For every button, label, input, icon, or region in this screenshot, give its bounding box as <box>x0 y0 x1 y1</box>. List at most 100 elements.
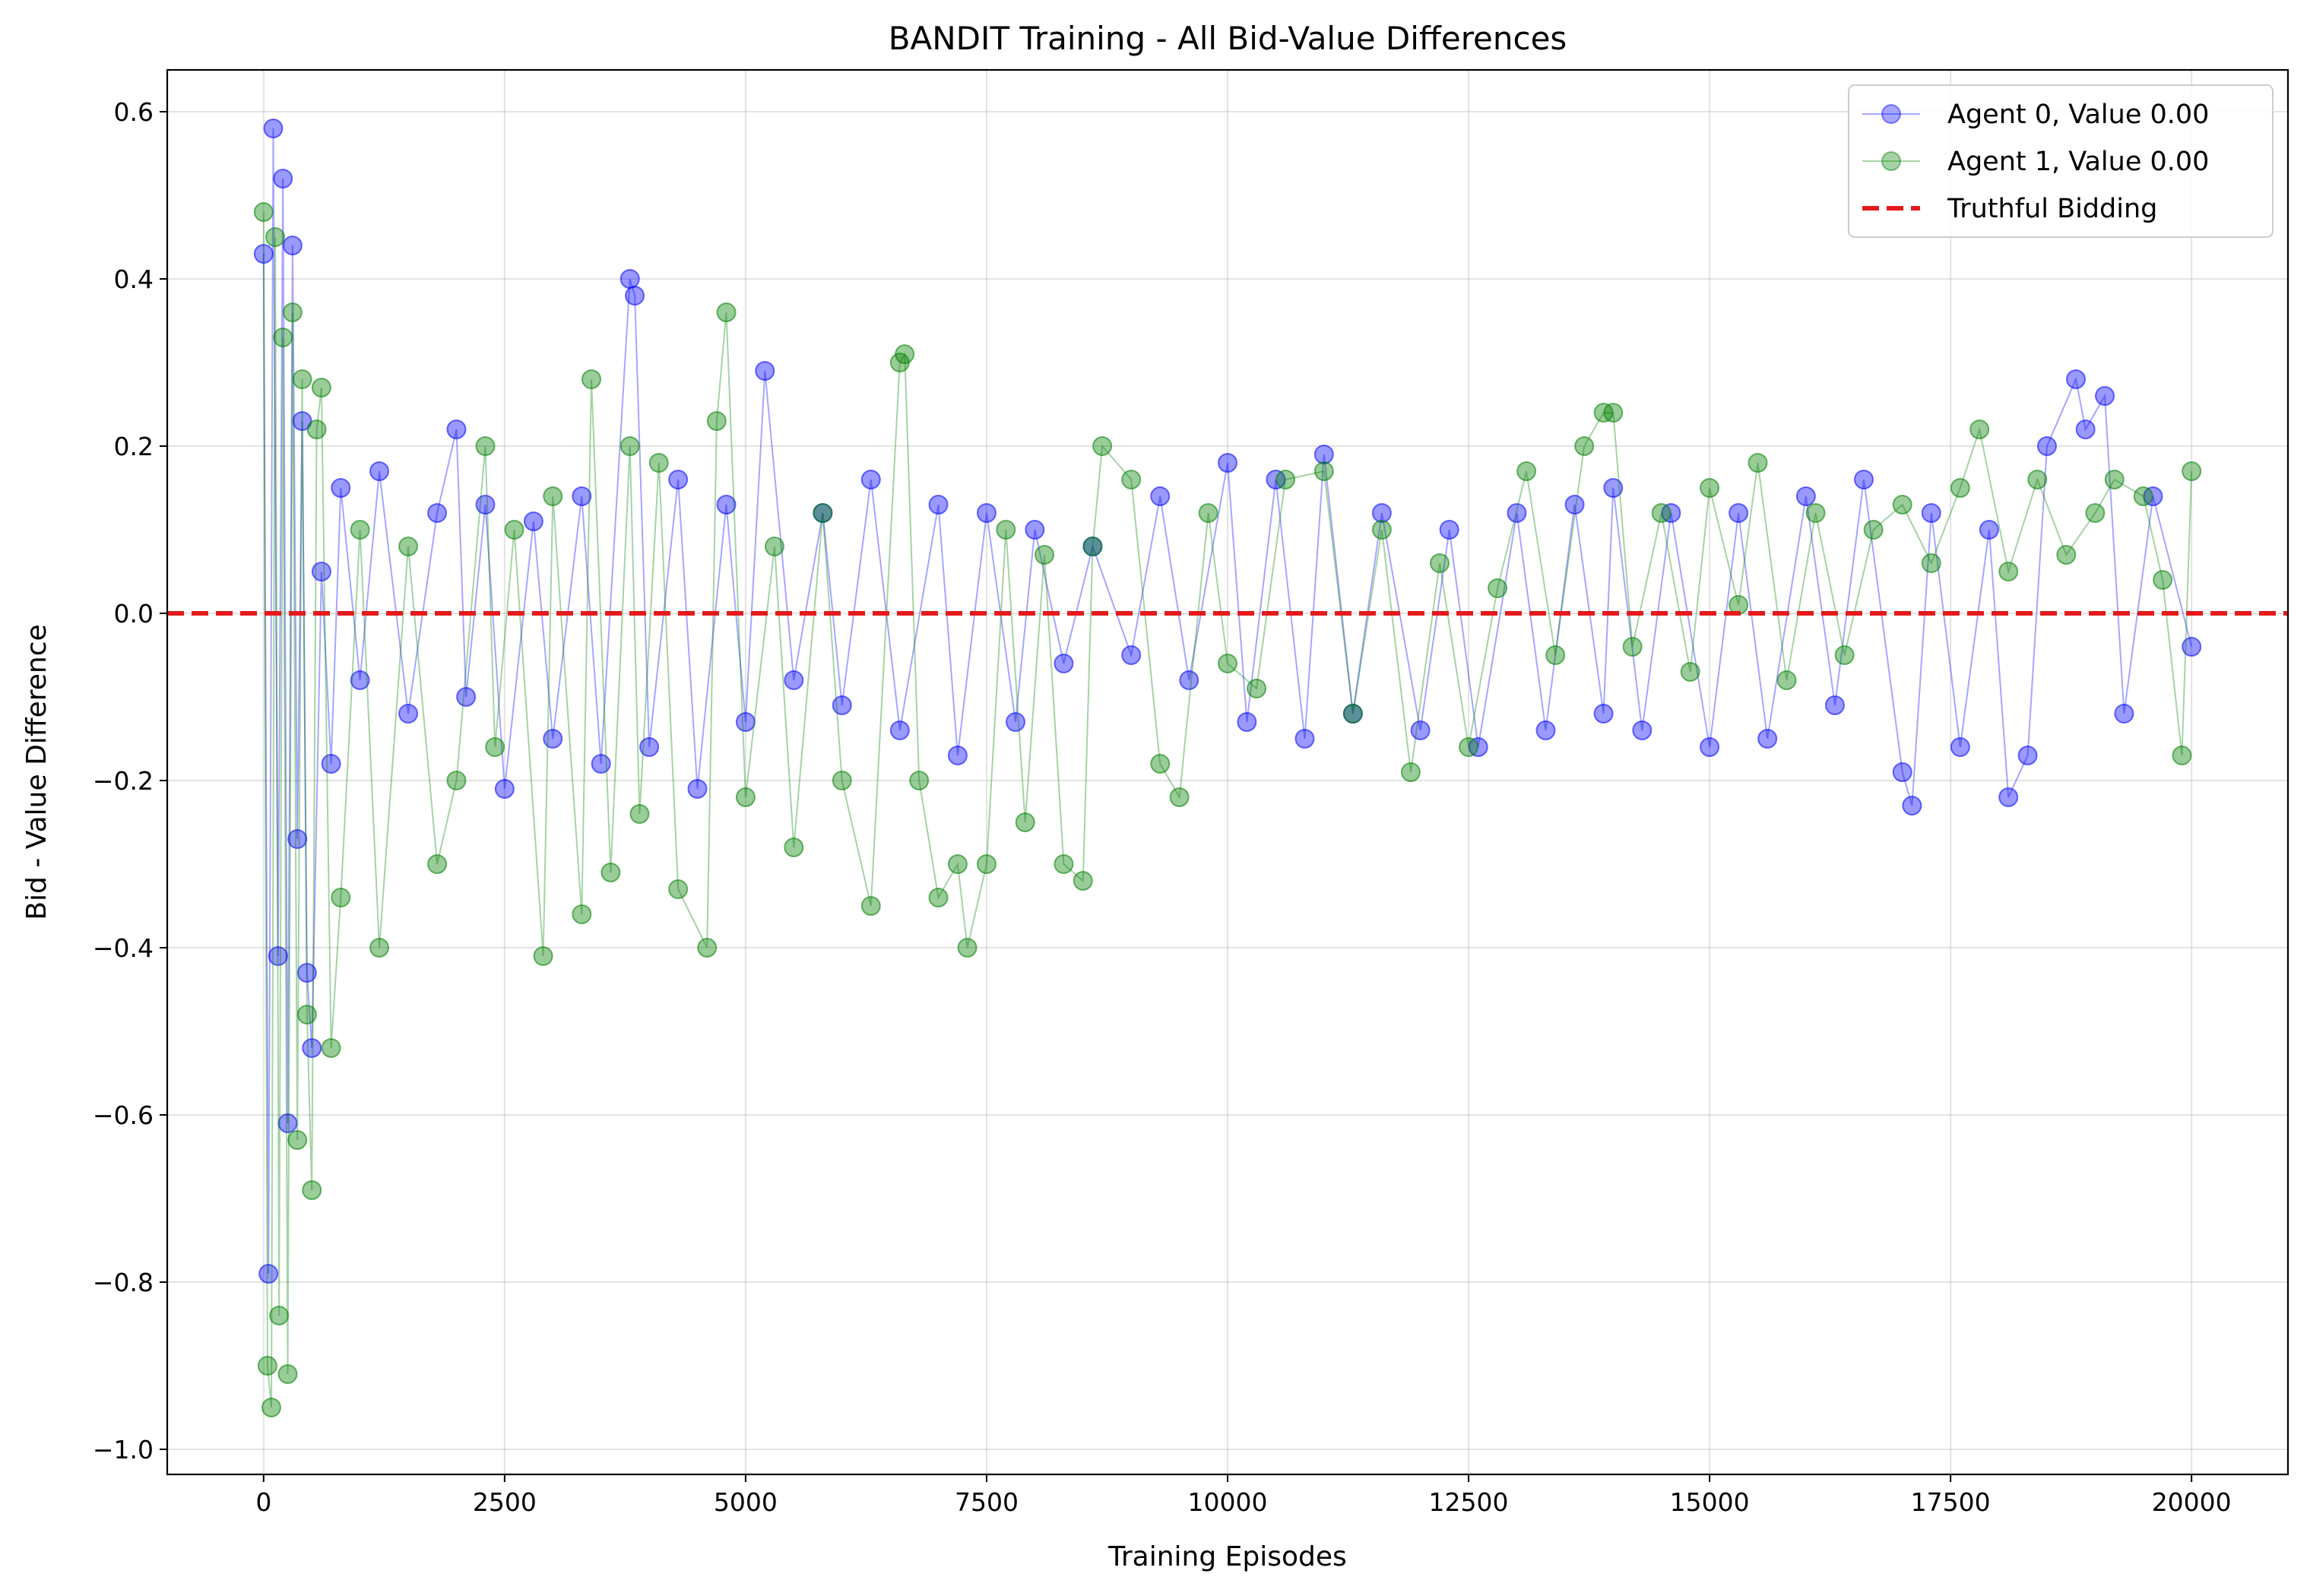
data-point-agent-1 <box>1700 478 1720 498</box>
data-point-agent-0 <box>1998 787 2019 807</box>
data-point-agent-1 <box>1921 553 1941 573</box>
data-point-agent-0 <box>1150 486 1171 506</box>
data-point-agent-1 <box>2027 470 2048 489</box>
data-point-agent-1 <box>648 453 669 473</box>
x-tick-label: 2500 <box>473 1487 537 1517</box>
data-point-agent-1 <box>1121 470 1142 489</box>
data-point-agent-0 <box>1054 654 1074 673</box>
data-point-agent-0 <box>2036 436 2057 456</box>
data-point-agent-0 <box>1006 712 1025 732</box>
data-point-agent-0 <box>446 420 467 439</box>
data-point-agent-0 <box>832 695 852 715</box>
data-point-agent-0 <box>331 478 351 498</box>
data-point-agent-1 <box>1892 495 1912 515</box>
data-point-agent-0 <box>668 470 689 489</box>
data-point-agent-1 <box>1073 871 1093 891</box>
x-tick-label: 17500 <box>1911 1487 1991 1517</box>
data-point-agent-1 <box>976 854 997 874</box>
data-point-agent-1 <box>1574 436 1595 456</box>
data-point-agent-1 <box>257 1356 277 1376</box>
data-point-agent-1 <box>1218 654 1237 673</box>
data-point-agent-0 <box>1294 729 1315 749</box>
legend: Agent 0, Value 0.00 Agent 1, Value 0.00 … <box>1848 84 2274 238</box>
data-point-agent-0 <box>475 495 496 515</box>
series-line-agent-0 <box>262 128 2193 1275</box>
data-point-agent-1 <box>475 436 496 456</box>
data-point-agent-1 <box>1863 520 1884 540</box>
legend-agent0-label: Agent 0, Value 0.00 <box>1947 100 2209 130</box>
data-point-agent-0 <box>277 1113 298 1133</box>
data-point-agent-0 <box>350 670 370 690</box>
y-tick-label: −0.4 <box>93 933 154 963</box>
data-point-agent-0 <box>398 704 419 724</box>
x-tick-label: 20000 <box>2152 1487 2232 1517</box>
x-tick-label: 12500 <box>1429 1487 1509 1517</box>
legend-box <box>1848 84 2274 238</box>
x-axis-label: Training Episodes <box>1107 1541 1347 1572</box>
data-point-agent-1 <box>909 771 930 790</box>
data-point-agent-1 <box>832 771 852 790</box>
data-point-agent-0 <box>2114 704 2134 724</box>
data-point-agent-1 <box>1459 737 1479 757</box>
data-point-agent-0 <box>928 495 949 515</box>
data-point-agent-0 <box>1593 704 1614 724</box>
data-point-agent-1 <box>1054 854 1074 874</box>
data-point-agent-0 <box>1950 737 1970 757</box>
data-point-agent-1 <box>1313 461 1334 481</box>
data-point-agent-0 <box>273 169 293 188</box>
data-point-agent-0 <box>619 269 640 289</box>
data-point-agent-1 <box>2172 746 2192 765</box>
data-point-agent-1 <box>427 854 448 874</box>
data-point-agent-0 <box>302 1038 322 1058</box>
data-point-agent-1 <box>1545 645 1566 665</box>
data-point-agent-1 <box>895 344 915 364</box>
data-point-agent-1 <box>1342 704 1363 724</box>
legend-agent1-label: Agent 1, Value 0.00 <box>1947 147 2209 177</box>
data-point-agent-0 <box>1854 470 1874 489</box>
data-point-agent-1 <box>1092 436 1113 456</box>
data-point-agent-0 <box>1892 762 1912 782</box>
legend-truthful-label: Truthful Bidding <box>1947 194 2157 224</box>
data-point-agent-0 <box>947 746 968 765</box>
data-point-agent-1 <box>533 946 553 966</box>
data-point-agent-1 <box>306 420 327 439</box>
data-point-agent-0 <box>860 470 881 489</box>
data-point-agent-1 <box>1516 461 1537 481</box>
data-point-agent-0 <box>2075 420 2096 439</box>
data-point-agent-0 <box>1979 520 1999 540</box>
series-agent-1 <box>253 202 2202 1417</box>
y-tick-label: 0.0 <box>114 599 154 629</box>
data-point-agent-1 <box>273 328 293 347</box>
data-point-agent-1 <box>957 938 978 958</box>
data-point-agent-1 <box>1776 670 1797 690</box>
y-tick-label: 0.2 <box>114 432 154 461</box>
data-point-agent-1 <box>1247 679 1267 698</box>
data-point-agent-1 <box>485 737 505 757</box>
data-point-agent-1 <box>716 302 737 322</box>
data-point-agent-1 <box>668 879 689 899</box>
data-point-agent-0 <box>287 829 308 849</box>
data-point-agent-1 <box>1680 662 1700 682</box>
data-point-agent-0 <box>976 503 997 523</box>
data-point-agent-0 <box>1902 796 1922 815</box>
data-point-agent-0 <box>1632 720 1652 740</box>
data-point-agent-1 <box>629 804 650 824</box>
data-point-agent-1 <box>292 369 312 389</box>
data-point-agent-1 <box>706 411 727 431</box>
data-point-agent-0 <box>1921 503 1941 523</box>
data-point-agent-1 <box>581 369 601 389</box>
y-tick-label: 0.6 <box>114 97 154 127</box>
data-point-agent-1 <box>2182 461 2202 481</box>
data-point-agent-1 <box>1275 470 1296 489</box>
y-tick-label: 0.4 <box>114 264 154 294</box>
data-point-agent-0 <box>735 712 756 732</box>
data-point-agent-0 <box>2095 386 2115 406</box>
data-point-agent-0 <box>369 461 389 481</box>
data-point-agent-0 <box>755 361 775 381</box>
y-axis-label: Bid - Value Difference <box>21 624 52 920</box>
x-tick-label: 0 <box>255 1487 271 1517</box>
data-point-agent-1 <box>287 1130 308 1150</box>
y-tick-label: −0.8 <box>93 1268 154 1297</box>
data-point-agent-1 <box>1082 537 1103 556</box>
